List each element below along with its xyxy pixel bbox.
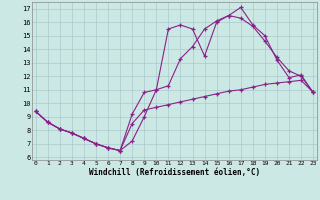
X-axis label: Windchill (Refroidissement éolien,°C): Windchill (Refroidissement éolien,°C) bbox=[89, 168, 260, 177]
